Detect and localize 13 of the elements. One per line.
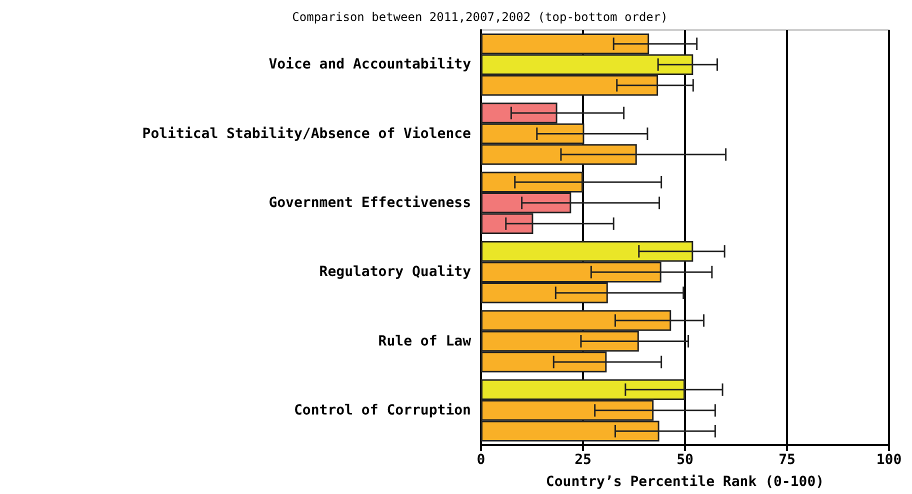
y-tick-label: Regulatory Quality [319,264,472,280]
x-axis-title: Country’s Percentile Rank (0-100) [546,474,824,490]
y-tick-label: Rule of Law [378,333,472,350]
x-tick-label: 50 [676,452,694,468]
x-tick-label: 75 [778,452,796,468]
x-tick-label: 25 [574,452,592,468]
y-tick-label: Voice and Accountability [268,56,472,73]
y-tick-label: Political Stability/Absence of Violence [142,126,471,142]
x-tick-label: 0 [476,452,486,468]
y-tick-label: Control of Corruption [294,402,471,418]
x-tick-label: 100 [876,452,902,468]
y-tick-label: Government Effectiveness [268,194,471,211]
chart-title: Comparison between 2011,2007,2002 (top-bottom order) [292,10,668,24]
